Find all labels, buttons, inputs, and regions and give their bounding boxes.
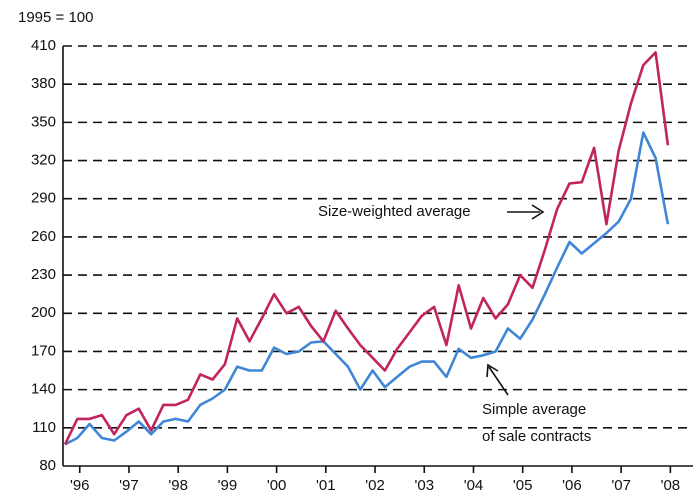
y-tick-label: 200	[31, 304, 56, 321]
x-tick-label: '96	[70, 477, 90, 494]
y-tick-label: 260	[31, 228, 56, 245]
x-tick-label: '03	[414, 477, 434, 494]
annotation-arrow	[488, 366, 509, 396]
y-tick-label: 80	[39, 457, 56, 474]
x-tick-label: '99	[218, 477, 238, 494]
y-tick-label: 320	[31, 152, 56, 169]
x-tick-label: '97	[119, 477, 139, 494]
x-tick-label: '00	[267, 477, 287, 494]
x-tick-label: '06	[562, 477, 582, 494]
annotation: Size-weighted average	[318, 203, 471, 220]
y-tick-label: 380	[31, 75, 56, 92]
y-tick-label: 140	[31, 381, 56, 398]
subtitle: 1995 = 100	[18, 9, 94, 26]
x-tick-label: '02	[365, 477, 385, 494]
y-tick-label: 290	[31, 190, 56, 207]
y-tick-label: 350	[31, 113, 56, 130]
x-tick-label: '04	[464, 477, 484, 494]
x-tick-label: '07	[611, 477, 631, 494]
x-tick-label: '08	[661, 477, 681, 494]
annotation-arrowhead	[531, 204, 545, 220]
annotation: Simple average	[482, 401, 586, 418]
x-tick-label: '98	[168, 477, 188, 494]
annotation: of sale contracts	[482, 428, 591, 445]
annotation-arrowhead	[486, 363, 499, 378]
series-line	[63, 51, 670, 445]
x-tick-label: '05	[513, 477, 533, 494]
x-tick-label: '01	[316, 477, 336, 494]
y-tick-label: 410	[31, 37, 56, 54]
y-tick-label: 170	[31, 342, 56, 359]
series-line	[64, 131, 670, 446]
y-tick-label: 230	[31, 266, 56, 283]
y-tick-label: 110	[32, 419, 56, 436]
